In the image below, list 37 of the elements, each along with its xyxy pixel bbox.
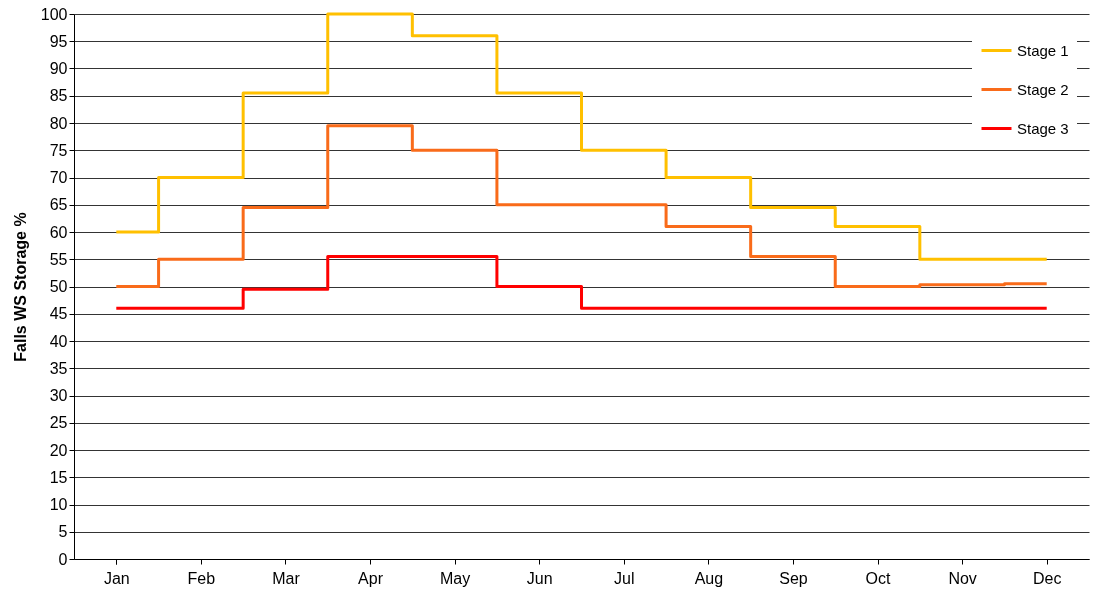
x-tick-label: Apr	[358, 569, 384, 587]
x-tick-label: Jun	[526, 569, 553, 587]
y-tick-label: 50	[49, 278, 68, 295]
y-tick-label: 80	[49, 114, 68, 132]
y-tick-label: 20	[49, 441, 68, 459]
legend-label: Stage 1	[1017, 41, 1069, 59]
x-tick-label: Jan	[103, 569, 130, 587]
y-tick-label: 100	[40, 5, 68, 23]
y-tick-label: 0	[58, 550, 68, 568]
y-tick-label: 70	[49, 169, 68, 186]
y-tick-label: 35	[49, 359, 68, 377]
x-tick-label: May	[440, 569, 471, 587]
y-tick-label: 55	[49, 250, 68, 268]
y-tick-label: 90	[49, 60, 68, 77]
y-tick-label: 95	[49, 32, 68, 50]
x-tick-label: Mar	[272, 569, 301, 587]
legend-label: Stage 2	[1017, 80, 1069, 98]
x-tick-label: Jul	[614, 569, 635, 587]
x-tick-label: Aug	[694, 569, 724, 587]
y-tick-label: 5	[58, 523, 68, 541]
y-tick-label: 25	[49, 414, 68, 432]
y-tick-label: 75	[49, 141, 68, 159]
legend-label: Stage 3	[1017, 119, 1069, 137]
y-tick-label: 60	[49, 223, 68, 241]
y-tick-label: 85	[49, 87, 68, 105]
x-tick-label: Sep	[779, 569, 808, 587]
x-tick-label: Dec	[1032, 569, 1062, 587]
x-tick-label: Oct	[865, 569, 892, 587]
x-tick-label: Feb	[187, 569, 216, 587]
y-tick-label: 40	[49, 332, 68, 350]
y-tick-label: 65	[49, 196, 68, 214]
y-axis-title: Falls WS Storage %	[11, 212, 29, 362]
y-tick-label: 15	[49, 468, 68, 486]
y-tick-label: 45	[49, 305, 68, 323]
x-tick-label: Nov	[948, 569, 977, 587]
y-tick-label: 10	[49, 496, 68, 513]
y-tick-label: 30	[49, 387, 68, 404]
